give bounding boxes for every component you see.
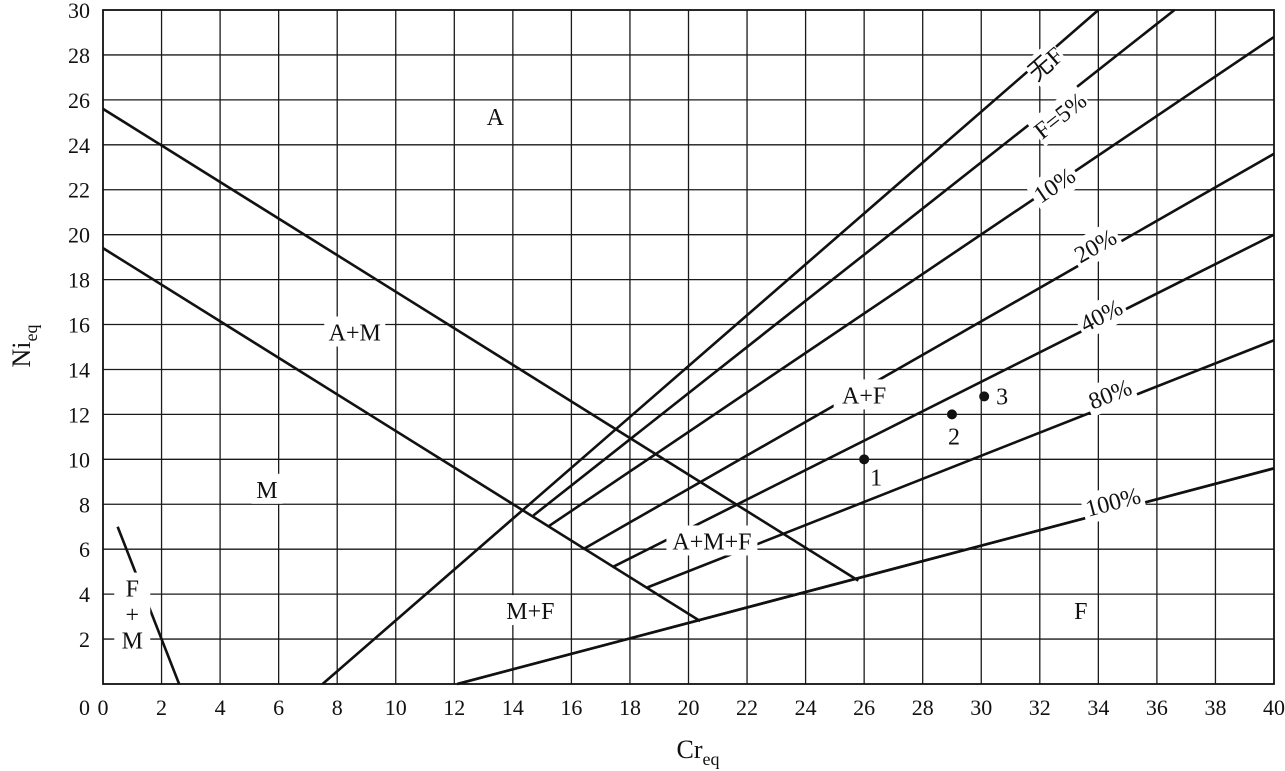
region-label-mask	[499, 595, 561, 626]
curve-label-mask	[1021, 40, 1070, 88]
plot-frame	[102, 9, 1275, 685]
grid	[103, 10, 1274, 684]
curve-label-group: 10%	[1025, 158, 1084, 212]
region-label-fm-part: M	[122, 629, 143, 655]
curve-label-mask	[1081, 371, 1139, 418]
data-point-label: 2	[948, 424, 960, 450]
y-tick-label: 6	[79, 537, 90, 562]
x-tick-label: 28	[912, 695, 934, 720]
curve-label-mask	[1072, 290, 1131, 341]
x-tick-label: 2	[156, 695, 167, 720]
y-tick-label: 12	[68, 402, 90, 427]
y-tick-label: 30	[68, 0, 90, 23]
x-tick-label: 12	[443, 695, 465, 720]
y-tick-label: 16	[68, 313, 90, 338]
region-label: M+F	[506, 599, 554, 625]
curve-label-group: 80%	[1081, 371, 1139, 418]
boundary-line-ferrite-40	[611, 233, 1275, 569]
x-tick-label: 38	[1204, 695, 1226, 720]
region-label-mask	[114, 572, 151, 661]
region-label-fm-part: F	[126, 577, 139, 603]
y-tick-label: 4	[79, 582, 90, 607]
y-tick-label: 8	[79, 492, 90, 517]
data-point	[859, 454, 870, 465]
data-point-label: 1	[870, 465, 882, 491]
y-tick-label: 20	[68, 223, 90, 248]
region-label-mask	[833, 379, 895, 410]
x-tick-label: 24	[795, 695, 817, 720]
axis-ticks: 0 2 4 6 8 10 12 14 16 18 20 22 24 26 28 30 32 34 36 38 40246…	[68, 0, 1285, 720]
x-tick-label: 36	[1146, 695, 1168, 720]
curve-label-group: 100%	[1079, 479, 1147, 525]
y-tick-label: 24	[68, 133, 90, 158]
region-label: A+M	[329, 321, 381, 347]
x-tick-label: 40	[1263, 695, 1285, 720]
x-tick-label: 34	[1087, 695, 1109, 720]
region-label-mask	[251, 473, 283, 504]
curve-label-mask	[1026, 84, 1094, 147]
y-tick-label: 14	[68, 357, 90, 382]
x-tick-label: 30	[970, 695, 992, 720]
x-tick-label: 22	[736, 695, 758, 720]
y-tick-label: 22	[68, 178, 90, 203]
x-tick-label: 0	[98, 695, 109, 720]
boundary-line-no-ferrite	[321, 9, 1100, 685]
x-tick-label: 18	[619, 695, 641, 720]
y-tick-label: 26	[68, 88, 90, 113]
curve-label-group: F=5%	[1026, 84, 1094, 147]
boundary-line-a-am-boundary	[102, 107, 859, 582]
curve-label-mask	[1079, 479, 1147, 525]
region-label-mask	[324, 316, 386, 347]
boundary-line-ferrite-20	[582, 152, 1275, 551]
curve-label-group: 20%	[1066, 220, 1125, 272]
data-points: 1 2 3	[859, 384, 1008, 491]
boundary-line-am-m-boundary	[102, 247, 701, 623]
x-tick-label: 6	[273, 695, 284, 720]
region-label: A+M+F	[672, 529, 751, 555]
x-tick-label: 4	[215, 695, 226, 720]
y-tick-label-zero: 0	[79, 695, 90, 720]
x-tick-label: 26	[853, 695, 875, 720]
y-tick-label: 10	[68, 447, 90, 472]
region-label-fm-part: +	[126, 603, 140, 629]
x-tick-label: 32	[1029, 695, 1051, 720]
region-label-mask	[666, 525, 758, 556]
region-label: A	[487, 105, 505, 131]
region-label: A+F	[842, 383, 886, 409]
data-point	[946, 409, 957, 420]
y-tick-label: 18	[68, 268, 90, 293]
x-tick-label: 10	[385, 695, 407, 720]
data-point-label: 3	[996, 384, 1008, 410]
curve-label-mask	[1025, 158, 1084, 212]
x-tick-label: 16	[560, 695, 582, 720]
region-label: M	[256, 478, 277, 504]
y-tick-label: 2	[79, 627, 90, 652]
data-point	[979, 391, 990, 402]
y-tick-label: 28	[68, 43, 90, 68]
region-label-mask	[479, 100, 511, 131]
x-tick-label: 8	[332, 695, 343, 720]
y-axis-title: Nieq	[7, 325, 41, 368]
x-tick-label: 14	[502, 695, 524, 720]
boundary-line-ferrite-10	[547, 35, 1275, 528]
curve-label-mask	[1066, 220, 1125, 272]
curve-label-group: 无F	[1021, 40, 1070, 88]
curve-label-no-ferrite: 无F	[1024, 43, 1069, 87]
x-axis-title: Creq	[677, 735, 720, 769]
x-tick-label: 20	[678, 695, 700, 720]
region-label-mask	[1065, 595, 1097, 626]
region-label: F	[1074, 599, 1087, 625]
